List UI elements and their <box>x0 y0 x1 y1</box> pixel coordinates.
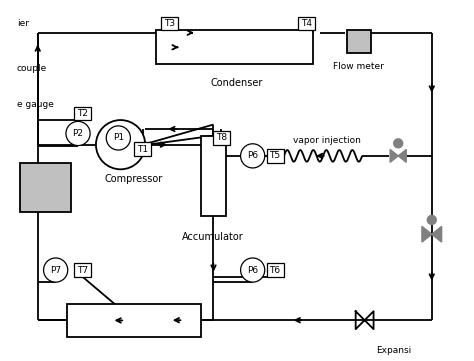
Bar <box>266 263 283 277</box>
Bar <box>201 136 226 216</box>
Circle shape <box>241 144 265 168</box>
Bar <box>67 304 201 337</box>
Circle shape <box>66 121 90 145</box>
Circle shape <box>394 139 403 148</box>
Text: P6: P6 <box>247 266 258 275</box>
Bar <box>346 30 371 53</box>
Text: P2: P2 <box>73 129 83 138</box>
Bar <box>213 131 230 145</box>
Text: T7: T7 <box>77 266 88 275</box>
Text: T5: T5 <box>270 151 281 160</box>
Bar <box>135 143 152 156</box>
Text: T2: T2 <box>77 109 88 118</box>
Bar <box>161 17 178 30</box>
Text: T4: T4 <box>301 19 312 28</box>
Polygon shape <box>390 149 398 162</box>
Text: Flow meter: Flow meter <box>333 62 384 71</box>
Text: Accumulator: Accumulator <box>182 232 244 242</box>
Text: T6: T6 <box>270 266 281 275</box>
Circle shape <box>427 216 436 225</box>
Circle shape <box>44 258 68 282</box>
Text: T8: T8 <box>216 134 227 143</box>
Bar <box>156 30 313 64</box>
Polygon shape <box>432 226 442 242</box>
Circle shape <box>106 126 130 150</box>
Text: P1: P1 <box>113 134 124 143</box>
Bar <box>74 106 91 120</box>
Text: T3: T3 <box>164 19 175 28</box>
Text: T1: T1 <box>137 145 148 154</box>
Text: Condenser: Condenser <box>211 78 263 87</box>
Text: P7: P7 <box>50 266 61 275</box>
Text: e gauge: e gauge <box>17 100 54 109</box>
Text: P6: P6 <box>247 151 258 160</box>
Text: couple: couple <box>17 64 47 73</box>
Text: Compressor: Compressor <box>105 174 163 184</box>
Polygon shape <box>422 226 432 242</box>
Polygon shape <box>398 149 406 162</box>
Circle shape <box>241 258 265 282</box>
Bar <box>20 162 71 212</box>
Circle shape <box>96 120 145 169</box>
Bar <box>266 149 283 162</box>
Text: Expansi: Expansi <box>376 346 411 355</box>
Text: vapor injection: vapor injection <box>292 136 361 145</box>
Text: ier: ier <box>17 19 29 28</box>
Bar <box>298 17 315 30</box>
Bar <box>74 263 91 277</box>
